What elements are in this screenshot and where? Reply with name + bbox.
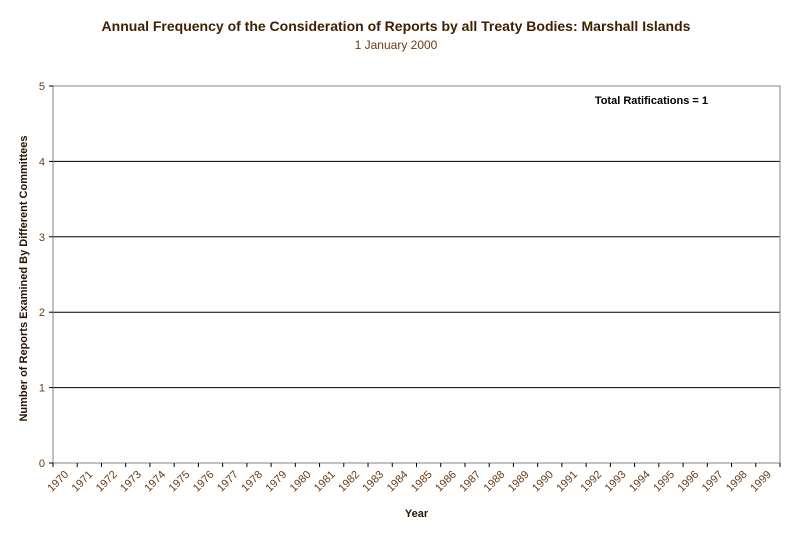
x-tick-label: 1983	[360, 469, 386, 495]
x-tick-label: 1972	[94, 469, 120, 495]
x-tick-label: 1998	[724, 469, 750, 495]
x-tick-label: 1993	[603, 469, 629, 495]
x-tick-label: 1988	[482, 469, 508, 495]
x-tick-label: 1977	[215, 469, 241, 495]
x-tick-label: 1990	[530, 469, 556, 495]
x-tick-label: 1991	[554, 469, 580, 495]
y-tick-label: 1	[39, 383, 45, 395]
x-tick-label: 1985	[409, 469, 435, 495]
x-tick-label: 1997	[700, 469, 726, 495]
x-axis-ticks: 1970197119721973197419751976197719781979…	[45, 463, 781, 495]
x-tick-label: 1971	[70, 469, 96, 495]
chart-subtitle: 1 January 2000	[354, 38, 438, 52]
x-tick-label: 1982	[336, 469, 362, 495]
x-tick-label: 1996	[676, 469, 702, 495]
x-tick-label: 1974	[142, 469, 168, 495]
x-tick-label: 1981	[312, 469, 338, 495]
x-tick-label: 1999	[748, 469, 774, 495]
x-tick-label: 1980	[288, 469, 314, 495]
grid-lines	[53, 160, 780, 389]
x-tick-label: 1994	[627, 469, 653, 495]
y-axis-label: Number of Reports Examined By Different …	[18, 135, 30, 421]
y-axis-ticks: 0 1 2 3 4 5	[39, 81, 53, 470]
x-tick-label: 1979	[264, 469, 290, 495]
plot-area	[52, 85, 781, 464]
x-axis-label: Year	[405, 508, 429, 520]
y-tick-label: 0	[39, 458, 45, 470]
x-tick-label: 1995	[651, 469, 677, 495]
chart-title: Annual Frequency of the Consideration of…	[101, 18, 691, 34]
x-tick-label: 1970	[45, 469, 71, 495]
y-tick-label: 4	[39, 156, 45, 168]
y-tick-label: 5	[39, 81, 45, 93]
x-tick-label: 1975	[167, 469, 193, 495]
x-tick-label: 1984	[385, 469, 411, 495]
x-tick-label: 1989	[506, 469, 532, 495]
x-tick-label: 1976	[191, 469, 217, 495]
y-tick-label: 2	[39, 307, 45, 319]
y-tick-label: 3	[39, 232, 45, 244]
x-tick-label: 1986	[433, 469, 459, 495]
x-tick-label: 1978	[239, 469, 265, 495]
x-tick-label: 1992	[579, 469, 605, 495]
x-tick-label: 1973	[118, 469, 144, 495]
total-ratifications-note: Total Ratifications = 1	[595, 95, 708, 107]
x-tick-label: 1987	[457, 469, 483, 495]
